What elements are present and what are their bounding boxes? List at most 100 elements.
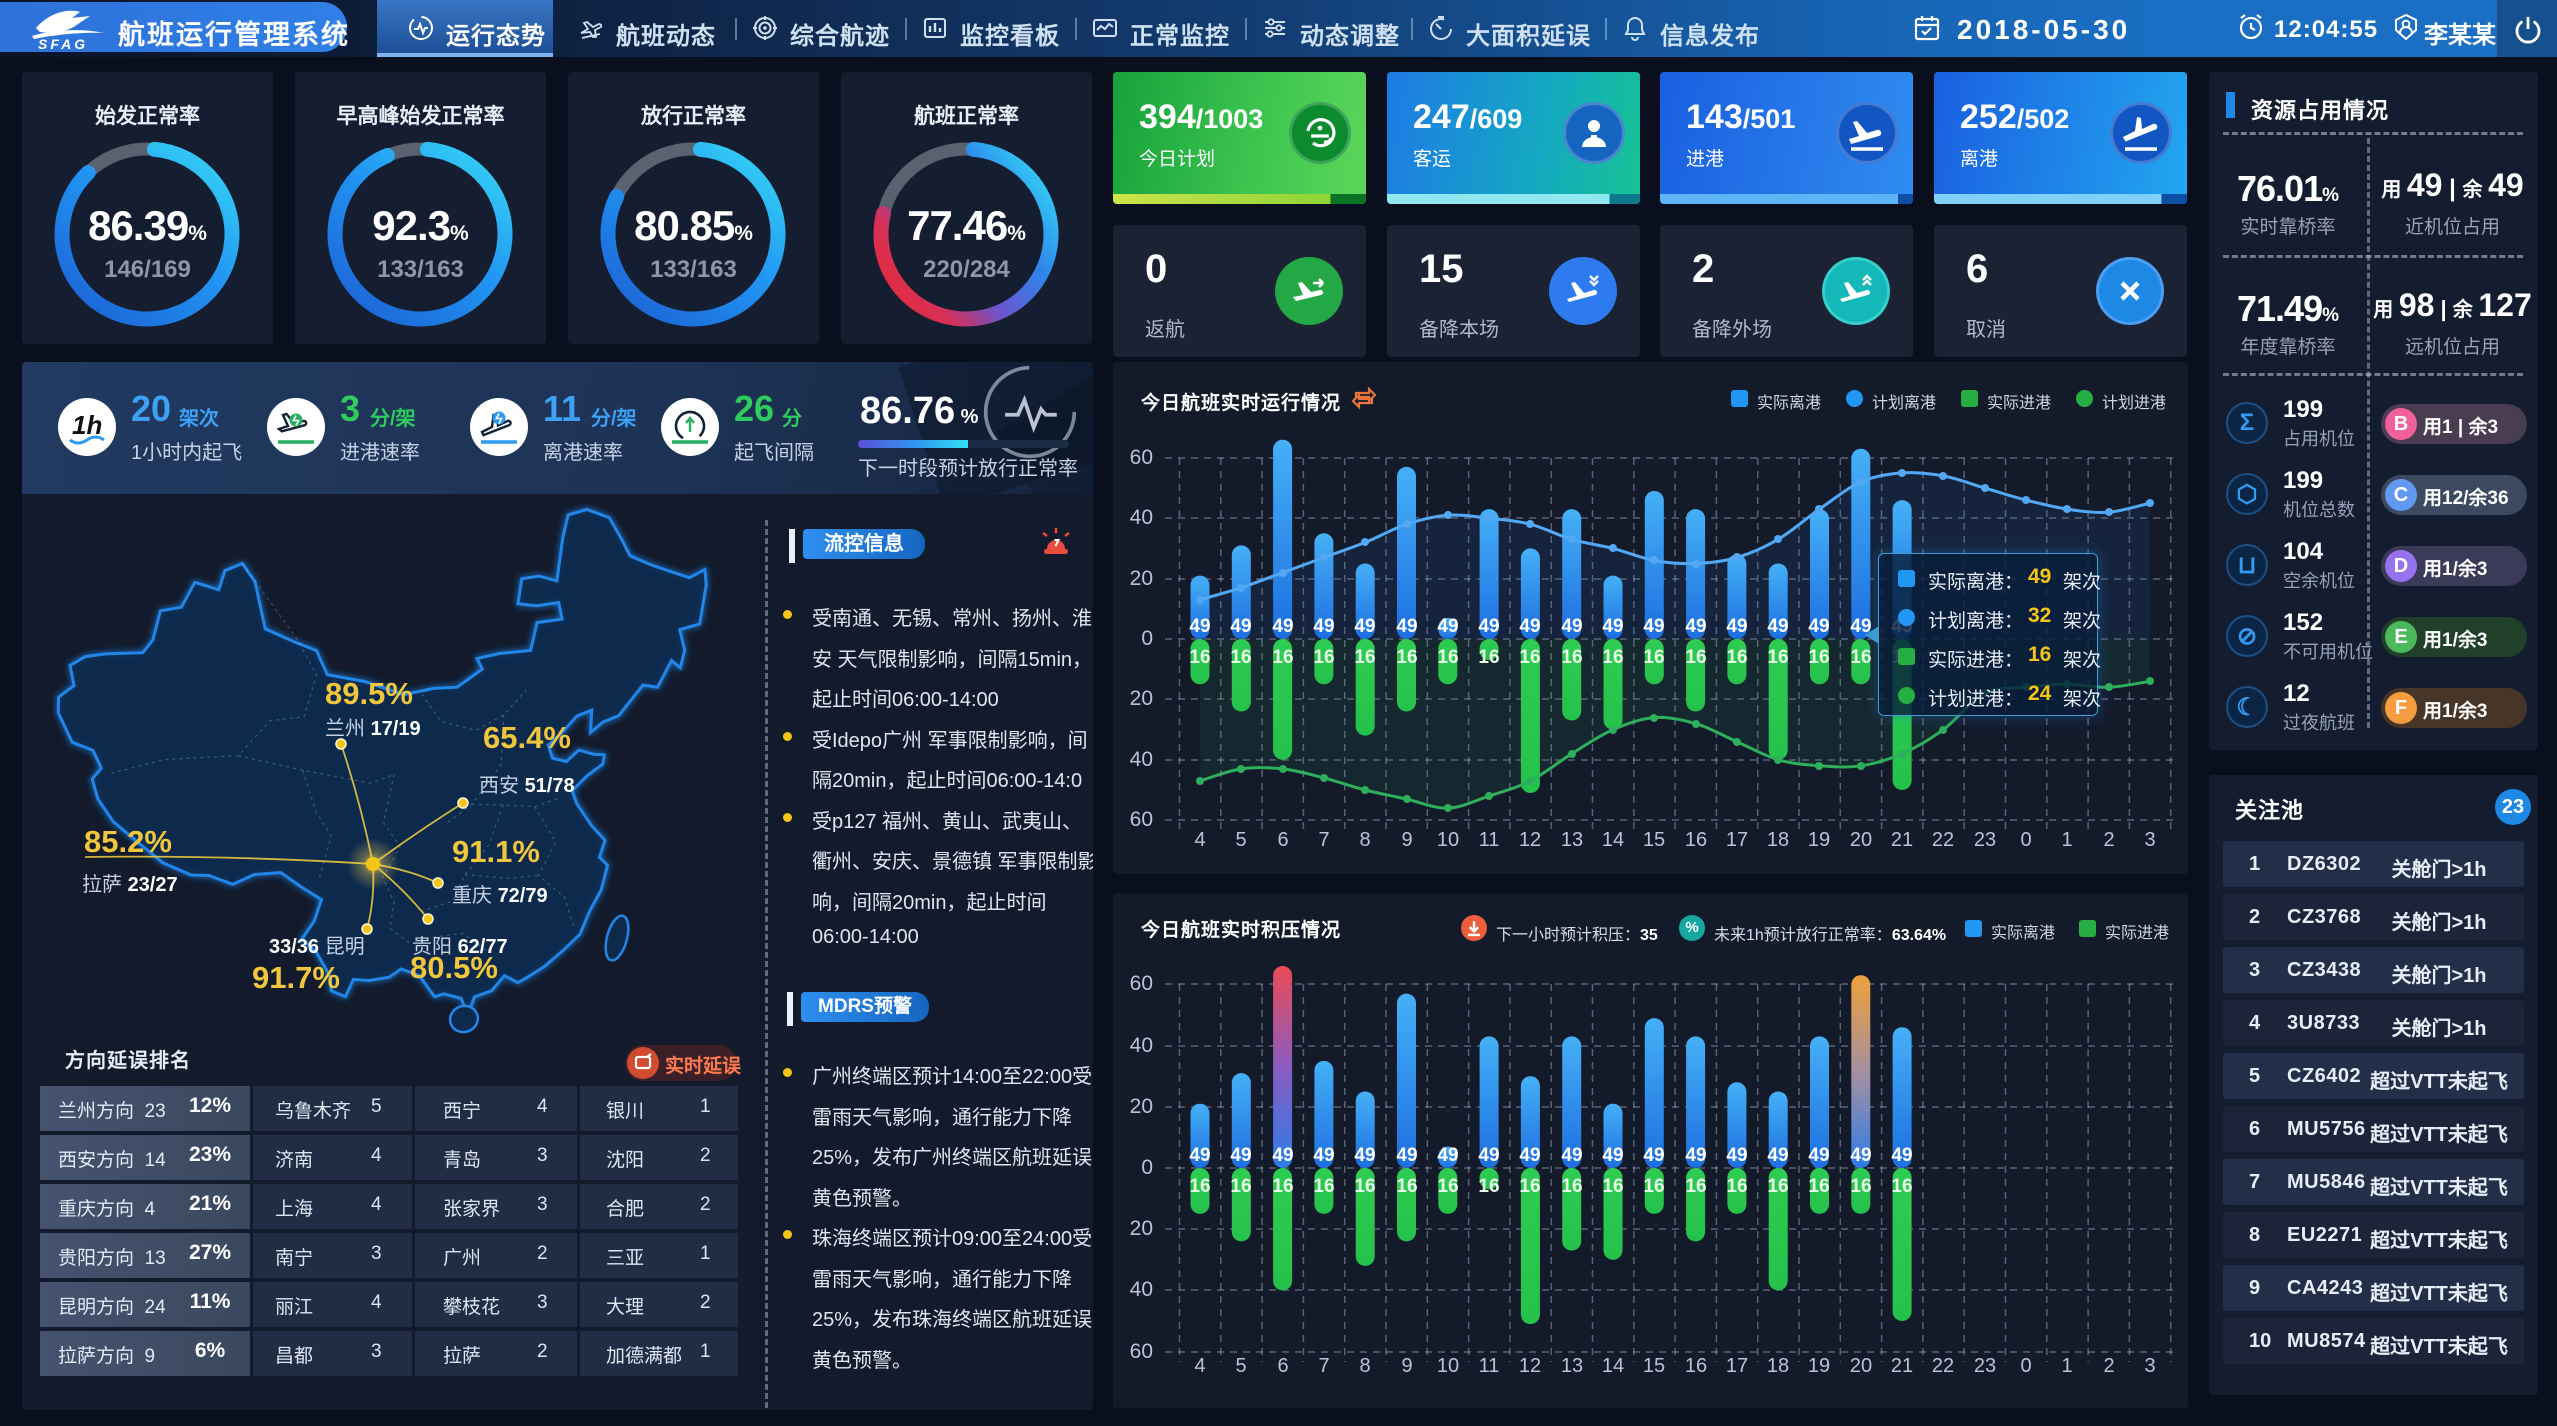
svg-text:11: 11 bbox=[1479, 829, 1500, 851]
svg-text:16: 16 bbox=[1685, 647, 1706, 668]
svg-text:49: 49 bbox=[1767, 1145, 1788, 1166]
svg-text:16: 16 bbox=[1561, 1176, 1582, 1197]
svg-text:16: 16 bbox=[1478, 1176, 1499, 1197]
svg-text:49: 49 bbox=[1478, 616, 1499, 637]
svg-text:60: 60 bbox=[1130, 446, 1153, 469]
svg-text:16: 16 bbox=[1643, 1176, 1664, 1197]
svg-text:49: 49 bbox=[1272, 1145, 1293, 1166]
svg-text:49: 49 bbox=[1561, 616, 1582, 637]
svg-text:1: 1 bbox=[2061, 1355, 2072, 1377]
svg-text:16: 16 bbox=[1396, 1176, 1417, 1197]
svg-text:40: 40 bbox=[1130, 1034, 1153, 1057]
svg-text:11: 11 bbox=[1479, 1355, 1500, 1377]
svg-text:16: 16 bbox=[1189, 647, 1210, 668]
svg-text:20: 20 bbox=[1130, 1217, 1153, 1240]
svg-text:16: 16 bbox=[1685, 1355, 1707, 1377]
svg-text:20: 20 bbox=[1130, 1095, 1153, 1118]
svg-text:22: 22 bbox=[1932, 1355, 1954, 1377]
svg-text:49: 49 bbox=[1437, 1145, 1458, 1166]
svg-text:60: 60 bbox=[1130, 972, 1153, 995]
svg-text:8: 8 bbox=[1359, 1355, 1370, 1377]
svg-text:16: 16 bbox=[1519, 1176, 1540, 1197]
svg-text:4: 4 bbox=[1194, 829, 1205, 851]
svg-text:49: 49 bbox=[1685, 1145, 1706, 1166]
svg-text:5: 5 bbox=[1235, 1355, 1246, 1377]
svg-text:49: 49 bbox=[1808, 616, 1829, 637]
svg-text:17: 17 bbox=[1726, 829, 1748, 851]
svg-text:49: 49 bbox=[1685, 616, 1706, 637]
svg-text:20: 20 bbox=[1130, 567, 1153, 590]
svg-text:6: 6 bbox=[1277, 829, 1288, 851]
svg-text:49: 49 bbox=[1478, 1145, 1499, 1166]
svg-text:8: 8 bbox=[1359, 829, 1370, 851]
svg-text:20: 20 bbox=[1850, 829, 1872, 851]
svg-text:49: 49 bbox=[1643, 1145, 1664, 1166]
svg-text:9: 9 bbox=[1401, 1355, 1412, 1377]
svg-text:16: 16 bbox=[1272, 1176, 1293, 1197]
svg-text:49: 49 bbox=[1189, 1145, 1210, 1166]
svg-text:0: 0 bbox=[2020, 1355, 2031, 1377]
svg-text:49: 49 bbox=[1726, 616, 1747, 637]
svg-text:16: 16 bbox=[1354, 1176, 1375, 1197]
svg-text:0: 0 bbox=[1141, 1156, 1153, 1179]
svg-text:16: 16 bbox=[1313, 1176, 1334, 1197]
svg-text:18: 18 bbox=[1767, 1355, 1789, 1377]
svg-text:16: 16 bbox=[1850, 647, 1871, 668]
svg-text:49: 49 bbox=[1354, 616, 1375, 637]
svg-text:49: 49 bbox=[1230, 1145, 1251, 1166]
svg-text:49: 49 bbox=[1726, 1145, 1747, 1166]
svg-text:49: 49 bbox=[1396, 616, 1417, 637]
svg-text:15: 15 bbox=[1643, 1355, 1665, 1377]
svg-text:18: 18 bbox=[1767, 829, 1789, 851]
svg-text:16: 16 bbox=[1354, 647, 1375, 668]
svg-text:12: 12 bbox=[1519, 1355, 1541, 1377]
svg-text:16: 16 bbox=[1808, 1176, 1829, 1197]
svg-text:20: 20 bbox=[1130, 687, 1153, 710]
svg-text:16: 16 bbox=[1685, 829, 1707, 851]
svg-text:16: 16 bbox=[1767, 1176, 1788, 1197]
svg-text:17: 17 bbox=[1726, 1355, 1748, 1377]
svg-text:16: 16 bbox=[1272, 647, 1293, 668]
svg-text:23: 23 bbox=[1974, 1355, 1996, 1377]
svg-text:60: 60 bbox=[1130, 808, 1153, 831]
svg-text:16: 16 bbox=[1808, 647, 1829, 668]
svg-text:16: 16 bbox=[1230, 1176, 1251, 1197]
svg-text:15: 15 bbox=[1643, 829, 1665, 851]
svg-text:49: 49 bbox=[1767, 616, 1788, 637]
svg-text:49: 49 bbox=[1519, 1145, 1540, 1166]
svg-text:13: 13 bbox=[1561, 829, 1583, 851]
svg-text:49: 49 bbox=[1808, 1145, 1829, 1166]
svg-text:4: 4 bbox=[1194, 1355, 1205, 1377]
svg-text:16: 16 bbox=[1519, 647, 1540, 668]
svg-text:16: 16 bbox=[1189, 1176, 1210, 1197]
svg-text:0: 0 bbox=[2020, 829, 2031, 851]
svg-text:19: 19 bbox=[1808, 1355, 1830, 1377]
svg-text:7: 7 bbox=[1318, 1355, 1329, 1377]
svg-text:20: 20 bbox=[1850, 1355, 1872, 1377]
svg-text:16: 16 bbox=[1726, 647, 1747, 668]
svg-text:6: 6 bbox=[1277, 1355, 1288, 1377]
svg-text:49: 49 bbox=[1189, 616, 1210, 637]
svg-text:SFAG: SFAG bbox=[38, 36, 88, 50]
svg-text:49: 49 bbox=[1437, 616, 1458, 637]
svg-text:7: 7 bbox=[1318, 829, 1329, 851]
svg-text:16: 16 bbox=[1726, 1176, 1747, 1197]
svg-text:16: 16 bbox=[1437, 647, 1458, 668]
svg-text:16: 16 bbox=[1850, 1176, 1871, 1197]
svg-text:9: 9 bbox=[1401, 829, 1412, 851]
svg-text:3: 3 bbox=[2144, 1355, 2155, 1377]
svg-text:22: 22 bbox=[1932, 829, 1954, 851]
svg-text:49: 49 bbox=[1230, 616, 1251, 637]
svg-text:2: 2 bbox=[2103, 1355, 2114, 1377]
svg-text:21: 21 bbox=[1891, 829, 1913, 851]
svg-text:40: 40 bbox=[1130, 748, 1153, 771]
svg-text:40: 40 bbox=[1130, 506, 1153, 529]
svg-text:16: 16 bbox=[1602, 647, 1623, 668]
svg-text:13: 13 bbox=[1561, 1355, 1583, 1377]
svg-text:16: 16 bbox=[1561, 647, 1582, 668]
svg-text:3: 3 bbox=[2144, 829, 2155, 851]
svg-text:49: 49 bbox=[1354, 1145, 1375, 1166]
svg-text:16: 16 bbox=[1602, 1176, 1623, 1197]
svg-text:23: 23 bbox=[1974, 829, 1996, 851]
svg-text:16: 16 bbox=[1478, 647, 1499, 668]
